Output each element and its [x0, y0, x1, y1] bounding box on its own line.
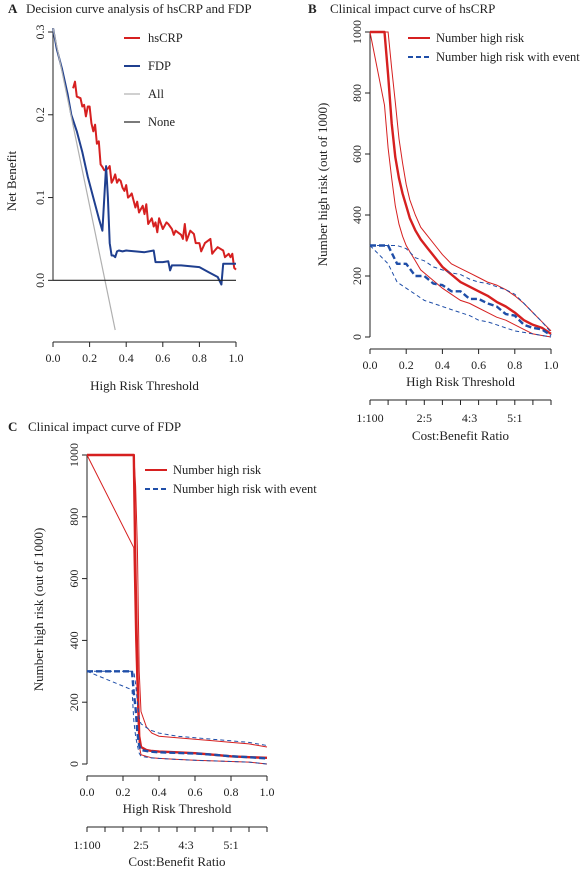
panel-B-y-tick-label: 1000: [350, 20, 364, 44]
panel-C-x2-axis-label: Cost:Benefit Ratio: [128, 854, 225, 869]
panel-B-number-high-risk-with-event-line: [370, 244, 552, 337]
panel-B-x2-tick-label: 4:3: [462, 411, 477, 425]
panel-B-letter: B: [308, 1, 317, 16]
panel-B-x-tick-label: 1.0: [544, 358, 559, 372]
panel-C-y-tick-label: 200: [67, 693, 81, 711]
panel-C-legend-number-high-risk-label: Number high risk: [173, 463, 262, 477]
panel-A-x-tick-label: 0.6: [155, 351, 170, 365]
panel-A-legend-none-label: None: [148, 115, 176, 129]
panel-C-x2-tick-label: 5:1: [223, 838, 238, 852]
panel-C-title: Clinical impact curve of FDP: [28, 419, 181, 434]
panel-A-y-tick-label: 0.1: [33, 190, 47, 205]
panel-A-x-tick-label: 1.0: [229, 351, 244, 365]
panel-C-x-tick-label: 0.2: [116, 785, 131, 799]
panel-C-number-high-risk-with-event-lower-ci: [86, 670, 268, 765]
panel-C-y-tick-label: 600: [67, 570, 81, 588]
panel-B-number-high-risk-lower-ci: [369, 31, 552, 338]
panel-B-legend-number-high-risk-with-event-label: Number high risk with event: [436, 50, 580, 64]
panel-B-y-tick-label: 0: [350, 334, 364, 340]
panel-A-plot-area: [52, 28, 237, 331]
panel-C-number-high-risk-upper-ci: [87, 454, 268, 748]
panel-A-all-line: [52, 28, 116, 331]
panel-B-x-tick-label: 0.2: [399, 358, 414, 372]
panel-B-y-tick-label: 800: [350, 84, 364, 102]
panel-C-letter: C: [8, 419, 17, 434]
panel-C-y-tick-label: 400: [67, 631, 81, 649]
panel-A-letter: A: [8, 1, 18, 16]
panel-C-x2-tick-label: 4:3: [178, 838, 193, 852]
panel-C-x-tick-label: 0.8: [224, 785, 239, 799]
panel-A-hscrp-line: [72, 80, 237, 271]
panel-C-number-high-risk-lower-ci: [86, 454, 268, 765]
panel-C-x-tick-label: 0.4: [152, 785, 167, 799]
panel-B-y-axis-label: Number high risk (out of 1000): [315, 103, 330, 267]
panel-B-number-high-risk-with-event-upper-ci: [370, 245, 552, 333]
panel-A-x-tick-label: 0.8: [192, 351, 207, 365]
panel-B-plot-area: [369, 30, 552, 338]
panel-C-x2-tick-label: 2:5: [133, 838, 148, 852]
panel-C-x-axis-label: High Risk Threshold: [123, 801, 232, 816]
panel-B-number-high-risk-line: [370, 30, 552, 335]
panel-A-legend-all-label: All: [148, 87, 165, 101]
panel-B-title: Clinical impact curve of hsCRP: [330, 1, 495, 16]
panel-B-x2-tick-label: 1:100: [356, 411, 383, 425]
panel-C-y-axis-label: Number high risk (out of 1000): [31, 528, 46, 692]
panel-B-x2-tick-label: 2:5: [417, 411, 432, 425]
panel-B-y-tick-label: 600: [350, 145, 364, 163]
panel-C-plot-area: [86, 453, 268, 765]
panel-C-number-high-risk-with-event-line: [87, 670, 268, 760]
panel-C-y-tick-label: 800: [67, 508, 81, 526]
panel-C-y-tick-label: 1000: [67, 443, 81, 467]
panel-C-x-tick-label: 0.0: [80, 785, 95, 799]
panel-A-legend-fdp-label: FDP: [148, 59, 171, 73]
panel-C-x2-tick-label: 1:100: [73, 838, 100, 852]
panel-A-title: Decision curve analysis of hsCRP and FDP: [26, 1, 252, 16]
panel-A-x-axis-label: High Risk Threshold: [90, 378, 199, 393]
panel-A-y-tick-label: 0.3: [33, 25, 47, 40]
panel-A-x-tick-label: 0.4: [119, 351, 134, 365]
panel-B-x-tick-label: 0.4: [435, 358, 450, 372]
panel-B-x-axis-label: High Risk Threshold: [406, 374, 515, 389]
panel-C-legend-number-high-risk-with-event-label: Number high risk with event: [173, 482, 317, 496]
panel-B-x2-tick-label: 5:1: [507, 411, 522, 425]
panel-A-fdp-line: [52, 28, 236, 286]
panel-B-x-tick-label: 0.6: [471, 358, 486, 372]
panel-B-y-tick-label: 200: [350, 267, 364, 285]
panel-A-y-axis-label: Net Benefit: [4, 150, 19, 211]
panel-B-number-high-risk-upper-ci: [370, 31, 552, 332]
panel-B-number-high-risk-with-event-lower-ci: [369, 245, 552, 338]
panel-C-x-tick-label: 0.6: [188, 785, 203, 799]
panel-B-x-tick-label: 0.0: [363, 358, 378, 372]
panel-C-number-high-risk-with-event-upper-ci: [87, 670, 268, 746]
panel-B-x2-axis-label: Cost:Benefit Ratio: [412, 428, 509, 443]
panel-A-x-tick-label: 0.2: [82, 351, 97, 365]
panel-B-y-tick-label: 400: [350, 206, 364, 224]
panel-A-x-tick-label: 0.0: [46, 351, 61, 365]
panel-B-x-tick-label: 0.8: [507, 358, 522, 372]
panel-C-y-tick-label: 0: [67, 761, 81, 767]
panel-B-legend-number-high-risk-label: Number high risk: [436, 31, 525, 45]
panel-A-y-tick-label: 0.2: [33, 107, 47, 122]
panel-C-number-high-risk-line: [87, 453, 268, 759]
panel-C-x-tick-label: 1.0: [260, 785, 275, 799]
panel-A-y-tick-label: 0.0: [33, 273, 47, 288]
panel-A-legend-hscrp-label: hsCRP: [148, 31, 183, 45]
